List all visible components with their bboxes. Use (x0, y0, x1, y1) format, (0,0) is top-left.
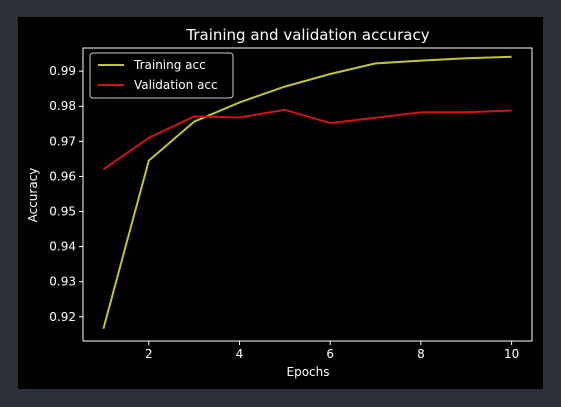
x-tick-label: 6 (326, 347, 334, 361)
x-axis: 2 4 6 8 10 (145, 341, 519, 361)
chart-title: Training and validation accuracy (185, 26, 429, 44)
y-tick-label: 0.94 (49, 240, 76, 254)
training-acc-line (102, 55, 512, 329)
plot-area-frame (82, 47, 533, 342)
x-tick-label: 2 (145, 347, 153, 361)
x-tick-label: 4 (236, 347, 244, 361)
y-tick-label: 0.95 (49, 205, 76, 219)
chart-figure: Training and validation accuracy 2 4 6 8 10 … (18, 17, 543, 389)
y-tick-label: 0.99 (49, 64, 76, 78)
line-chart: Training and validation accuracy 2 4 6 8 10 … (26, 26, 533, 379)
y-tick-label: 0.92 (49, 310, 76, 324)
validation-acc-line (102, 108, 512, 171)
y-tick-label: 0.93 (49, 275, 76, 289)
y-tick-label: 0.96 (49, 169, 76, 183)
y-axis-label: Accuracy (26, 168, 40, 223)
legend-label-validation: Validation acc (134, 78, 218, 92)
y-tick-label: 0.98 (49, 99, 76, 113)
legend-frame (89, 52, 234, 99)
x-tick-label: 8 (417, 347, 425, 361)
x-tick-label: 10 (504, 347, 519, 361)
legend-label-training: Training acc (133, 58, 206, 72)
y-tick-label: 0.97 (49, 134, 76, 148)
series-lines (102, 55, 512, 329)
y-axis: 0.92 0.93 0.94 0.95 0.96 0.97 0.98 0.99 (49, 64, 83, 324)
legend: Training acc Validation acc (89, 52, 234, 99)
x-axis-label: Epochs (287, 365, 330, 379)
